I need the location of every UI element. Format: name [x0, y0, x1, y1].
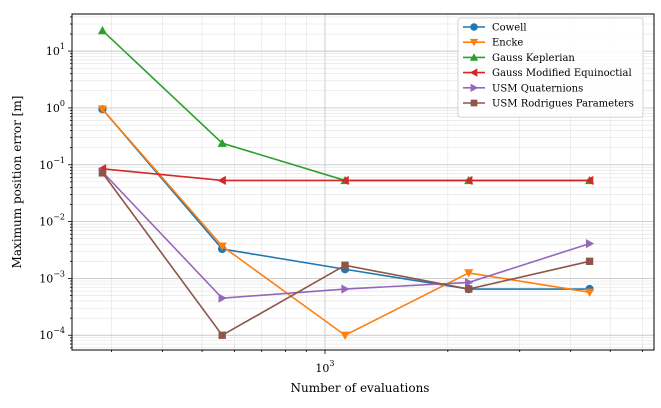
y-tick-label: 100 — [46, 99, 65, 115]
y-tick-label: 10−4 — [39, 326, 65, 342]
legend-item-usm-quaternions: USM Quaternions — [463, 83, 583, 94]
legend-marker — [469, 68, 478, 77]
data-point-usm-quaternions — [341, 284, 350, 294]
x-axis-label: Number of evaluations — [291, 381, 430, 395]
legend-marker — [469, 38, 479, 47]
legend-label: Gauss Keplerian — [492, 53, 575, 64]
data-point-usm-rodrigues-parameters — [465, 285, 473, 293]
legend-label: Encke — [492, 38, 523, 49]
data-point-usm-rodrigues-parameters — [98, 169, 107, 177]
legend-label: USM Rodrigues Parameters — [492, 99, 634, 110]
data-point-usm-quaternions — [585, 238, 595, 249]
series-usm-rodrigues-parameters — [98, 169, 594, 339]
x-tick-label: 103 — [315, 359, 334, 375]
grid — [72, 14, 654, 350]
y-tick-label: 101 — [46, 42, 65, 58]
data-point-gauss-modified-equinoctial — [217, 175, 226, 186]
data-point-usm-rodrigues-parameters — [585, 257, 594, 265]
legend-item-cowell: Cowell — [463, 23, 527, 34]
series-layer — [97, 25, 595, 340]
legend-label: Gauss Modified Equinoctial — [492, 68, 632, 79]
legend-item-encke: Encke — [463, 38, 523, 49]
data-point-gauss-keplerian — [97, 25, 108, 35]
data-point-gauss-modified-equinoctial — [584, 175, 594, 186]
legend-box — [457, 17, 644, 118]
data-point-gauss-modified-equinoctial — [464, 175, 473, 186]
data-point-usm-quaternions — [465, 277, 474, 288]
ticks: 10−4 10−3 10−2 10−1 100 101 103 — [39, 16, 643, 375]
data-point-usm-rodrigues-parameters — [341, 261, 349, 270]
legend-marker — [469, 53, 479, 61]
data-point-usm-rodrigues-parameters — [218, 331, 226, 339]
data-point-encke — [584, 288, 595, 297]
data-point-usm-quaternions — [218, 293, 227, 303]
legend-label: USM Quaternions — [492, 83, 583, 94]
legend-item-usm-rodrigues-parameters: USM Rodrigues Parameters — [463, 99, 634, 110]
data-point-encke — [217, 242, 227, 251]
data-point-gauss-keplerian — [217, 138, 227, 147]
data-point-gauss-modified-equinoctial — [340, 175, 349, 186]
legend-item-gauss-modified-equinoctial: Gauss Modified Equinoctial — [463, 68, 632, 79]
data-point-encke — [340, 331, 350, 340]
legend-item-gauss-keplerian: Gauss Keplerian — [463, 53, 575, 64]
y-axis-label: Maximum position error [m] — [10, 96, 24, 269]
y-tick-label: 10−1 — [39, 156, 65, 172]
legend-label: Cowell — [492, 23, 527, 34]
y-tick-label: 10−3 — [39, 269, 65, 285]
legend-marker — [470, 23, 478, 31]
legend-marker — [470, 83, 479, 92]
y-tick-label: 10−2 — [39, 213, 65, 229]
data-point-encke — [464, 269, 474, 278]
legend: Cowell Encke Gauss Keplerian Gauss Modified… — [457, 17, 644, 118]
data-point-encke — [97, 105, 108, 114]
legend-marker — [470, 99, 478, 107]
